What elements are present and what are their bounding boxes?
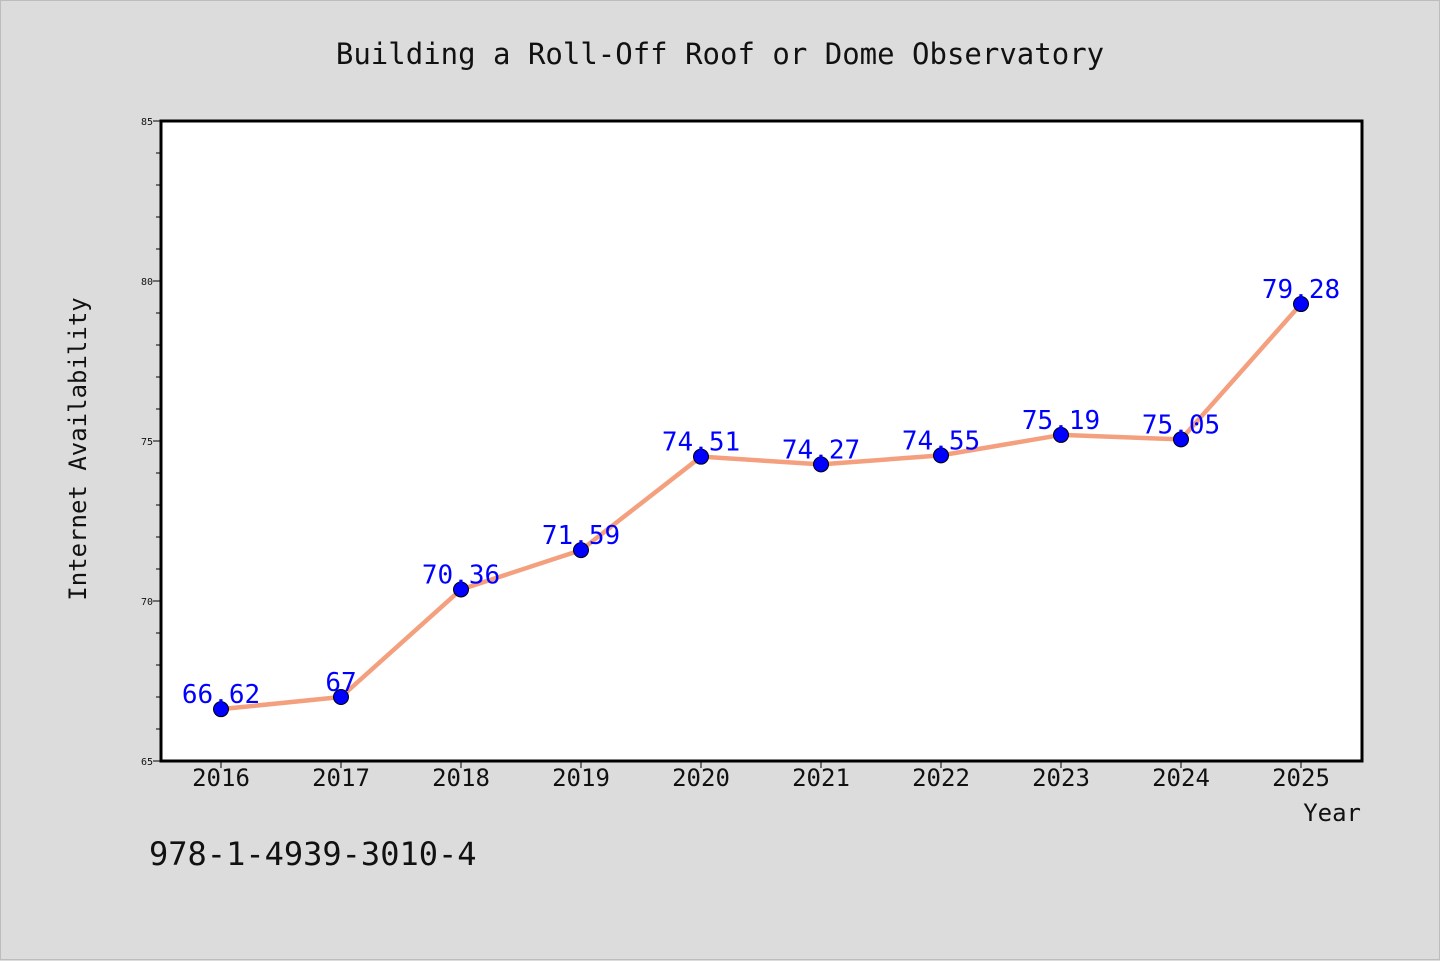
data-label: 74.55 (902, 426, 980, 456)
chart-title: Building a Roll-Off Roof or Dome Observa… (336, 37, 1104, 71)
data-point (933, 447, 949, 464)
plot-area (161, 121, 1362, 761)
data-point (453, 581, 469, 598)
data-label: 74.51 (662, 428, 740, 458)
data-label: 66.62 (182, 680, 260, 710)
y-tick-label: 80 (141, 277, 153, 288)
data-point (1173, 431, 1189, 448)
x-tick-label: 2021 (792, 764, 850, 792)
x-tick-label: 2022 (912, 764, 970, 792)
data-label: 75.19 (1022, 406, 1100, 436)
x-tick-label: 2016 (192, 764, 250, 792)
x-tick-label: 2017 (312, 764, 370, 792)
data-point (1293, 296, 1309, 313)
data-point (813, 456, 829, 473)
data-point (333, 689, 349, 705)
x-tick-label: 2020 (672, 764, 730, 792)
data-label: 75.05 (1142, 410, 1220, 440)
data-label: 74.27 (782, 435, 860, 465)
data-label: 70.36 (422, 560, 500, 590)
x-tick-label: 2025 (1272, 764, 1330, 792)
y-tick-label: 65 (141, 757, 153, 768)
y-tick-label: 75 (141, 437, 153, 448)
data-label: 71.59 (542, 521, 620, 551)
x-tick-label: 2023 (1032, 764, 1090, 792)
data-point (1053, 426, 1069, 443)
y-tick-label: 85 (141, 117, 153, 128)
data-point (213, 701, 229, 718)
x-axis-label: Year (1303, 799, 1361, 827)
plot-frame (159, 119, 1364, 763)
x-tick-label: 2019 (552, 764, 610, 792)
isbn-text: 978-1-4939-3010-4 (149, 835, 477, 873)
data-point (573, 542, 589, 559)
series: 66.62 67 70.36 71.59 74.51 74.27 74.55 75.19 75.… (182, 275, 1340, 718)
y-axis-label: Internet Availability (64, 297, 92, 600)
y-tick-label: 70 (141, 597, 153, 608)
x-tick-label: 2018 (432, 764, 490, 792)
x-tick-label: 2024 (1152, 764, 1210, 792)
ticks: 65 70 75 80 85 2016 2017 2018 2019 2020 2021 2022 20… (141, 117, 1330, 792)
data-label: 67 (325, 668, 356, 698)
data-point (693, 448, 709, 465)
series-line (218, 301, 1304, 712)
data-label: 79.28 (1262, 275, 1340, 305)
